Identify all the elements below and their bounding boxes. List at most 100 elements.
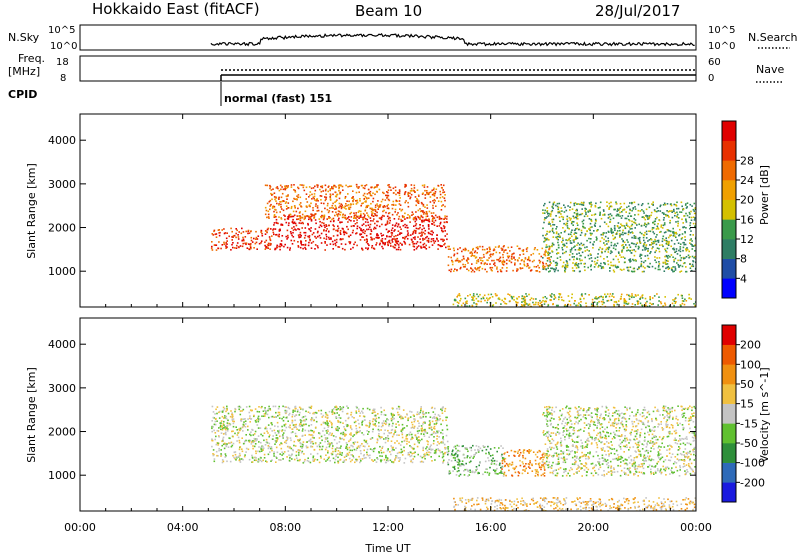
echo-cell (258, 460, 260, 462)
echo-cell (601, 301, 603, 303)
echo-cell (381, 447, 383, 449)
echo-cell (604, 222, 606, 224)
echo-cell (365, 425, 367, 427)
echo-cell (662, 266, 664, 268)
echo-cell (518, 257, 520, 259)
echo-cell (275, 416, 277, 418)
echo-cell (357, 447, 359, 449)
echo-cell (374, 223, 376, 225)
echo-cell (335, 230, 337, 232)
echo-cell (275, 412, 277, 414)
echo-cell (680, 243, 682, 245)
echo-cell (543, 254, 545, 256)
echo-cell (654, 224, 656, 226)
echo-cell (380, 429, 382, 431)
echo-cell (649, 244, 651, 246)
cpid-label: CPID (8, 88, 37, 101)
echo-cell (492, 267, 494, 269)
echo-cell (604, 214, 606, 216)
echo-cell (275, 197, 277, 199)
echo-cell (656, 211, 658, 213)
echo-cell (335, 192, 337, 194)
echo-cell (584, 208, 586, 210)
echo-cell (606, 223, 608, 225)
echo-cell (435, 191, 437, 193)
echo-cell (246, 242, 248, 244)
echo-cell (620, 223, 622, 225)
echo-cell (243, 443, 245, 445)
echo-cell (379, 243, 381, 245)
echo-cell (434, 423, 436, 425)
echo-cell (392, 232, 394, 234)
echo-cell (596, 304, 598, 306)
echo-cell (214, 458, 216, 460)
echo-cell (598, 297, 600, 299)
nsearch-tick-top: 10^5 (708, 25, 735, 36)
echo-cell (661, 303, 663, 305)
echo-cell (496, 252, 498, 254)
echo-cell (259, 419, 261, 421)
echo-cell (220, 248, 222, 250)
echo-cell (297, 208, 299, 210)
echo-cell (241, 410, 243, 412)
echo-cell (544, 266, 546, 268)
echo-cell (577, 215, 579, 217)
echo-cell (506, 303, 508, 305)
echo-cell (324, 208, 326, 210)
echo-cell (361, 432, 363, 434)
echo-cell (211, 241, 213, 243)
echo-cell (298, 236, 300, 238)
echo-cell (409, 192, 411, 194)
echo-cell (681, 211, 683, 213)
echo-cell (488, 294, 490, 296)
echo-cell (633, 271, 635, 273)
echo-cell (332, 224, 334, 226)
echo-cell (557, 203, 559, 205)
echo-cell (593, 244, 595, 246)
echo-cell (369, 455, 371, 457)
echo-cell (370, 448, 372, 450)
echo-cell (376, 442, 378, 444)
echo-cell (392, 423, 394, 425)
echo-cell (429, 192, 431, 194)
echo-cell (400, 219, 402, 221)
echo-cell (472, 253, 474, 255)
echo-cell (651, 203, 653, 205)
echo-cell (395, 190, 397, 192)
echo-cell (344, 205, 346, 207)
echo-cell (326, 197, 328, 199)
echo-cell (342, 189, 344, 191)
echo-cell (223, 444, 225, 446)
echo-cell (374, 448, 376, 450)
echo-cell (262, 460, 264, 462)
echo-cell (414, 236, 416, 238)
echo-cell (396, 249, 398, 251)
echo-cell (385, 462, 387, 464)
echo-cell (632, 259, 634, 261)
echo-cell (227, 422, 229, 424)
echo-cell (502, 257, 504, 259)
echo-cell (232, 416, 234, 418)
echo-cell (546, 211, 548, 213)
echo-cell (338, 462, 340, 464)
echo-cell (366, 242, 368, 244)
echo-cell (545, 268, 547, 270)
echo-cell (311, 198, 313, 200)
echo-cell (273, 453, 275, 455)
echo-cell (288, 202, 290, 204)
echo-cell (580, 255, 582, 257)
echo-cell (317, 200, 319, 202)
echo-cell (449, 248, 451, 250)
echo-cell (486, 259, 488, 261)
echo-cell (429, 221, 431, 223)
echo-cell (217, 430, 219, 432)
echo-cell (675, 232, 677, 234)
echo-cell (673, 305, 675, 307)
echo-cell (272, 435, 274, 437)
echo-cell (272, 206, 274, 208)
echo-cell (251, 418, 253, 420)
echo-cell (325, 224, 327, 226)
echo-cell (279, 414, 281, 416)
echo-cell (681, 295, 683, 297)
echo-cell (460, 298, 462, 300)
